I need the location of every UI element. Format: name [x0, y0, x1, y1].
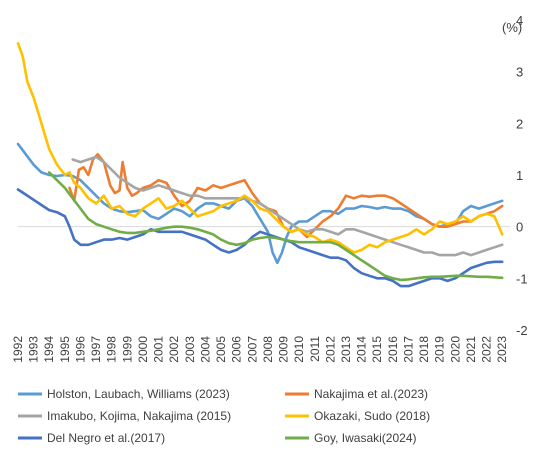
x-tick-label: 1998 [105, 336, 119, 363]
x-tick-label: 2020 [448, 336, 462, 363]
x-tick-label: 2012 [323, 336, 337, 363]
series-line-5 [16, 188, 504, 288]
x-tick-label: 2008 [261, 336, 275, 363]
x-tick-label: 2017 [401, 336, 415, 363]
legend-label: Okazaki, Sudo (2018) [314, 409, 430, 423]
x-tick-label: 2014 [355, 336, 369, 363]
x-tick-label: 1992 [11, 336, 25, 363]
x-tick-label: 2003 [183, 336, 197, 363]
x-tick-label: 2018 [417, 336, 431, 363]
x-tick-label: 2006 [230, 336, 244, 363]
x-tick-label: 2019 [433, 336, 447, 363]
y-axis-unit-label: (%) [502, 20, 522, 35]
legend: Holston, Laubach, Williams (2023) Nakajim… [18, 387, 430, 445]
y-tick-label: 0 [516, 220, 523, 235]
legend-label: Nakajima et al.(2023) [314, 387, 428, 401]
x-tick-label: 2005 [214, 336, 228, 363]
x-tick-label: 2007 [245, 336, 259, 363]
x-tick-label: 2011 [308, 336, 322, 362]
legend-label: Holston, Laubach, Williams (2023) [47, 387, 230, 401]
x-tick-label: 2013 [339, 336, 353, 363]
y-tick-label: 2 [516, 116, 523, 131]
legend-label: Goy, Iwasaki(2024) [314, 431, 417, 445]
x-tick-label: 1997 [89, 336, 103, 363]
x-tick-label: 1996 [73, 336, 87, 363]
y-tick-label: 1 [516, 168, 523, 183]
y-tick-label: 4 [516, 13, 523, 28]
axis-layer: -2 -1 0 1 2 3 4 1992 1993 1994 1995 1996 1997 1998 199… [11, 13, 528, 363]
x-tick-label: 1999 [120, 336, 134, 363]
x-tick-label: 2016 [386, 336, 400, 363]
x-tick-label: 1995 [58, 336, 72, 363]
x-tick-label: 2010 [292, 336, 306, 363]
y-tick-label: -2 [516, 323, 528, 338]
x-tick-label: 2002 [167, 336, 181, 363]
x-tick-label: 2001 [152, 336, 166, 363]
y-tick-label: 3 [516, 65, 523, 80]
series-line-1 [16, 142, 504, 265]
x-tick-label: 2009 [277, 336, 291, 363]
legend-label: Imakubo, Kojima, Nakajima (2015) [47, 409, 231, 423]
x-tick-label: 2000 [136, 336, 150, 363]
x-tick-label: 2021 [464, 336, 478, 363]
series-line-6 [47, 171, 504, 282]
x-tick-label: 1993 [27, 336, 41, 363]
x-tick-label: 2023 [495, 336, 509, 363]
x-tick-label: 1994 [42, 336, 56, 363]
y-tick-label: -1 [516, 271, 528, 286]
x-tick-label: 2022 [480, 336, 494, 363]
legend-label: Del Negro et al.(2017) [47, 431, 165, 445]
series-line-3 [71, 155, 504, 257]
series-line-4 [16, 42, 504, 254]
x-tick-label: 2015 [370, 336, 384, 363]
x-tick-label: 2004 [198, 336, 212, 363]
series-layer [16, 42, 504, 288]
